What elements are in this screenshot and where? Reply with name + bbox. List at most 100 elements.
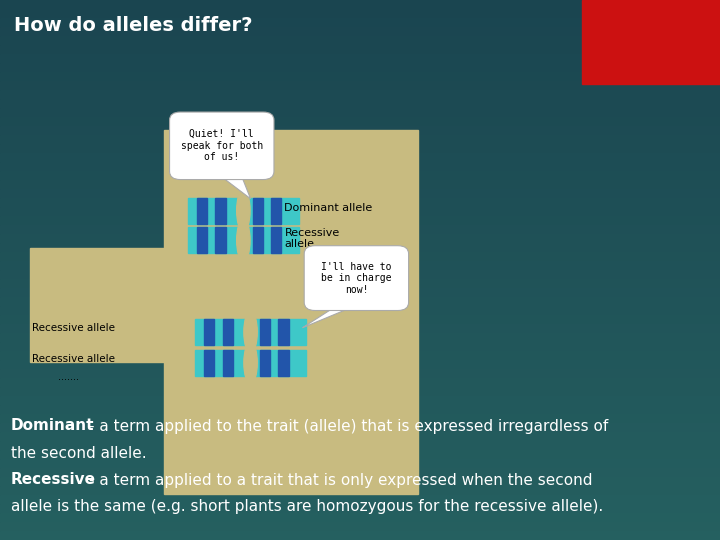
Bar (0, 387, 720, 396)
Bar (0, 18, 720, 27)
Text: - a term applied to a trait that is only expressed when the second: - a term applied to a trait that is only… (89, 472, 592, 488)
Bar (0, 144, 720, 153)
Text: the second allele.: the second allele. (11, 446, 146, 461)
Bar (0, 225, 720, 234)
Bar (0, 243, 720, 252)
Bar (204, 350, 215, 376)
Bar (582, 0, 720, 84)
Bar (187, 198, 300, 224)
Bar (0, 513, 720, 522)
Bar (0, 369, 720, 378)
Bar (0, 171, 720, 180)
Bar (0, 270, 720, 279)
Bar (0, 54, 720, 63)
Bar (0, 216, 720, 225)
Text: Recessive
allele: Recessive allele (284, 228, 340, 249)
Bar (0, 423, 720, 432)
Bar (0, 153, 720, 162)
Text: How do alleles differ?: How do alleles differ? (14, 16, 253, 35)
Bar (194, 350, 307, 376)
Bar (222, 350, 233, 376)
Bar (187, 227, 300, 253)
Bar (253, 227, 263, 253)
Bar (279, 350, 289, 376)
Bar (0, 81, 720, 90)
Text: Recessive allele: Recessive allele (32, 323, 114, 333)
Bar (0, 99, 720, 108)
Polygon shape (215, 172, 251, 199)
Bar (0, 27, 720, 36)
Bar (0, 90, 720, 99)
FancyBboxPatch shape (170, 112, 274, 179)
Bar (0, 63, 720, 72)
Text: I'll have to
be in charge
now!: I'll have to be in charge now! (321, 261, 392, 295)
Bar (0, 378, 720, 387)
Bar (0, 261, 720, 270)
Bar (0, 351, 720, 360)
Bar (0, 126, 720, 135)
Bar (0, 180, 720, 189)
Bar (0, 450, 720, 459)
Bar (0, 414, 720, 423)
Bar (0, 315, 720, 324)
Bar (197, 227, 207, 253)
Ellipse shape (244, 342, 257, 383)
Bar (0, 72, 720, 81)
Bar (0, 36, 720, 45)
Bar (0, 324, 720, 333)
Polygon shape (302, 302, 364, 328)
Bar (260, 350, 270, 376)
Bar (0, 108, 720, 117)
Bar (0, 360, 720, 369)
Bar (0, 531, 720, 540)
Bar (0, 234, 720, 243)
Bar (0, 306, 720, 315)
Bar (164, 130, 418, 494)
Bar (0, 297, 720, 306)
Bar (0, 207, 720, 216)
Bar (0, 441, 720, 450)
Bar (271, 227, 282, 253)
Bar (0, 405, 720, 414)
Bar (0, 432, 720, 441)
Bar (0, 396, 720, 405)
Bar (197, 198, 207, 224)
Bar (0, 495, 720, 504)
Bar (215, 227, 225, 253)
Bar (194, 319, 307, 345)
Bar (0, 477, 720, 486)
Bar (0, 135, 720, 144)
Ellipse shape (237, 220, 250, 261)
Bar (0, 198, 720, 207)
Bar (0, 522, 720, 531)
Text: allele is the same (e.g. short plants are homozygous for the recessive allele).: allele is the same (e.g. short plants ar… (11, 500, 603, 515)
FancyBboxPatch shape (304, 246, 409, 310)
Text: Recessive: Recessive (11, 472, 96, 488)
Bar (0, 504, 720, 513)
Bar (0, 288, 720, 297)
Bar (279, 319, 289, 345)
Ellipse shape (237, 190, 250, 231)
Bar (0, 333, 720, 342)
Text: Dominant allele: Dominant allele (284, 203, 373, 213)
Text: Recessive allele: Recessive allele (32, 354, 114, 364)
Bar (222, 319, 233, 345)
Bar (0, 0, 720, 9)
Text: Dominant: Dominant (11, 418, 94, 434)
Bar (0, 189, 720, 198)
Bar (0, 486, 720, 495)
Bar (0, 459, 720, 468)
Bar (0, 342, 720, 351)
Bar (0, 162, 720, 171)
Bar (0, 252, 720, 261)
Bar (0, 45, 720, 54)
Bar (260, 319, 270, 345)
Text: .......: ....... (58, 372, 78, 382)
Ellipse shape (244, 312, 257, 353)
Bar (0, 468, 720, 477)
Bar (0, 117, 720, 126)
Text: - a term applied to the trait (allele) that is expressed irregardless of: - a term applied to the trait (allele) t… (89, 418, 608, 434)
Bar (215, 198, 225, 224)
Text: Quiet! I'll
speak for both
of us!: Quiet! I'll speak for both of us! (181, 129, 263, 163)
Bar (0, 9, 720, 18)
